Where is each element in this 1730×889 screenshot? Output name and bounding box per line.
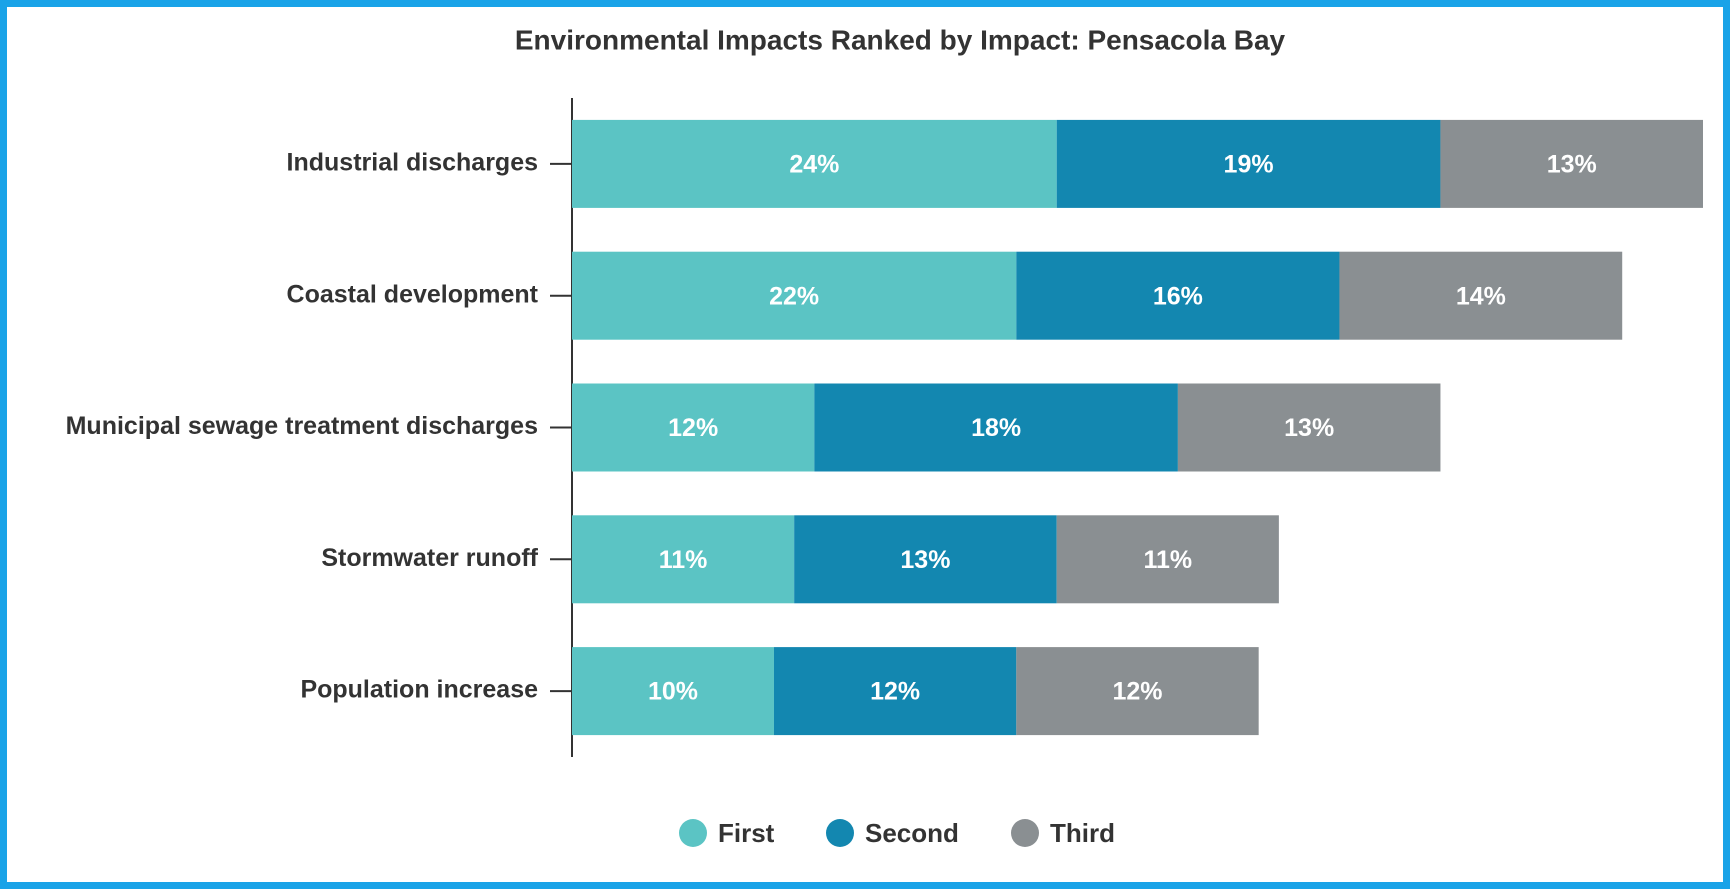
bar-segment (572, 515, 795, 604)
chart-title: Environmental Impacts Ranked by Impact: … (515, 24, 1286, 55)
value-label: 13% (1284, 414, 1334, 442)
legend-swatch (826, 819, 854, 847)
y-tick-label: Stormwater runoff (321, 544, 538, 572)
value-label: 18% (971, 414, 1021, 442)
value-label: 12% (668, 414, 718, 442)
y-tick-label: Population increase (300, 676, 538, 704)
bar-segment (1056, 119, 1441, 208)
legend-swatch (679, 819, 707, 847)
bar-segment (1177, 383, 1441, 472)
bar-segment (572, 251, 1017, 340)
bar-segment (794, 515, 1057, 604)
bar-segment (1056, 515, 1279, 604)
y-tick-label: Coastal development (287, 280, 539, 308)
bar-segment (572, 647, 774, 736)
bar-segment (814, 383, 1178, 472)
bar-segment (773, 647, 1017, 736)
value-label: 16% (1153, 282, 1203, 310)
value-label: 13% (1547, 151, 1597, 179)
value-label: 13% (900, 546, 950, 574)
value-label: 19% (1224, 151, 1274, 179)
value-label: 24% (789, 151, 839, 179)
legend-label: Third (1050, 818, 1115, 848)
bar-segment (1016, 251, 1340, 340)
y-tick-label: Industrial discharges (287, 149, 538, 177)
bar-segment (1440, 119, 1703, 208)
bar-segment (1016, 647, 1259, 736)
bar-segment (572, 383, 815, 472)
legend-swatch (1011, 819, 1039, 847)
bar-segment (1339, 251, 1623, 340)
value-label: 12% (1112, 678, 1162, 706)
bar-segment (572, 119, 1057, 208)
value-label: 11% (1143, 546, 1192, 574)
y-tick-label: Municipal sewage treatment discharges (66, 412, 538, 440)
value-label: 11% (659, 546, 708, 574)
legend-label: Second (865, 818, 959, 848)
value-label: 12% (870, 678, 920, 706)
value-label: 22% (769, 282, 819, 310)
value-label: 14% (1456, 282, 1506, 310)
value-label: 10% (648, 678, 698, 706)
legend-label: First (718, 818, 775, 848)
